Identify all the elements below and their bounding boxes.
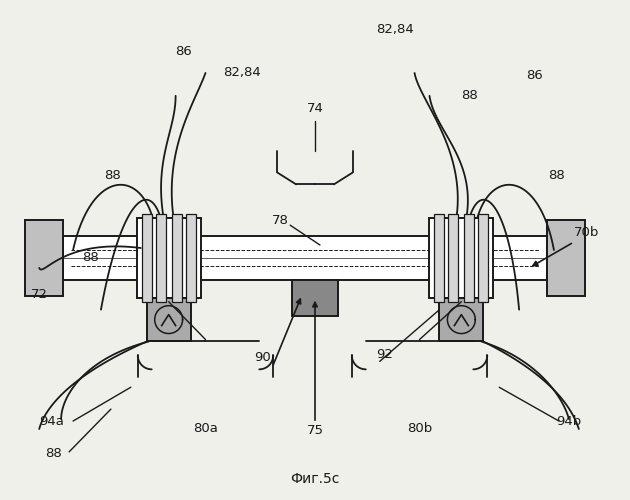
Bar: [186, 214, 195, 302]
Text: 70b: 70b: [574, 226, 600, 238]
Text: 92: 92: [376, 348, 393, 361]
Text: 72: 72: [31, 288, 48, 301]
Bar: [440, 298, 483, 342]
Text: 88: 88: [105, 169, 121, 182]
Text: 80b: 80b: [407, 422, 432, 436]
Text: 78: 78: [272, 214, 289, 226]
Text: 88: 88: [549, 169, 565, 182]
Bar: [63, 236, 547, 280]
Bar: [171, 214, 181, 302]
Text: 86: 86: [175, 44, 192, 58]
Bar: [156, 214, 166, 302]
Text: 82,84: 82,84: [375, 22, 413, 36]
Bar: [435, 214, 444, 302]
Bar: [430, 218, 493, 298]
Text: 88: 88: [45, 448, 62, 460]
Text: 88: 88: [461, 90, 478, 102]
Text: 86: 86: [525, 70, 542, 82]
Text: 74: 74: [307, 102, 323, 116]
Bar: [25, 220, 63, 296]
Text: 80a: 80a: [193, 422, 218, 436]
Bar: [137, 218, 200, 298]
Bar: [478, 214, 488, 302]
Text: 75: 75: [307, 424, 323, 438]
Text: 82,84: 82,84: [224, 66, 261, 80]
Bar: [147, 298, 190, 342]
Bar: [449, 214, 459, 302]
Bar: [464, 214, 474, 302]
Bar: [547, 220, 585, 296]
Bar: [292, 280, 338, 316]
Text: 94b: 94b: [556, 414, 581, 428]
Bar: [142, 214, 152, 302]
Text: 94a: 94a: [38, 414, 64, 428]
Text: 90: 90: [254, 351, 271, 364]
Text: 88: 88: [83, 252, 100, 264]
Text: Фиг.5c: Фиг.5c: [290, 472, 340, 486]
